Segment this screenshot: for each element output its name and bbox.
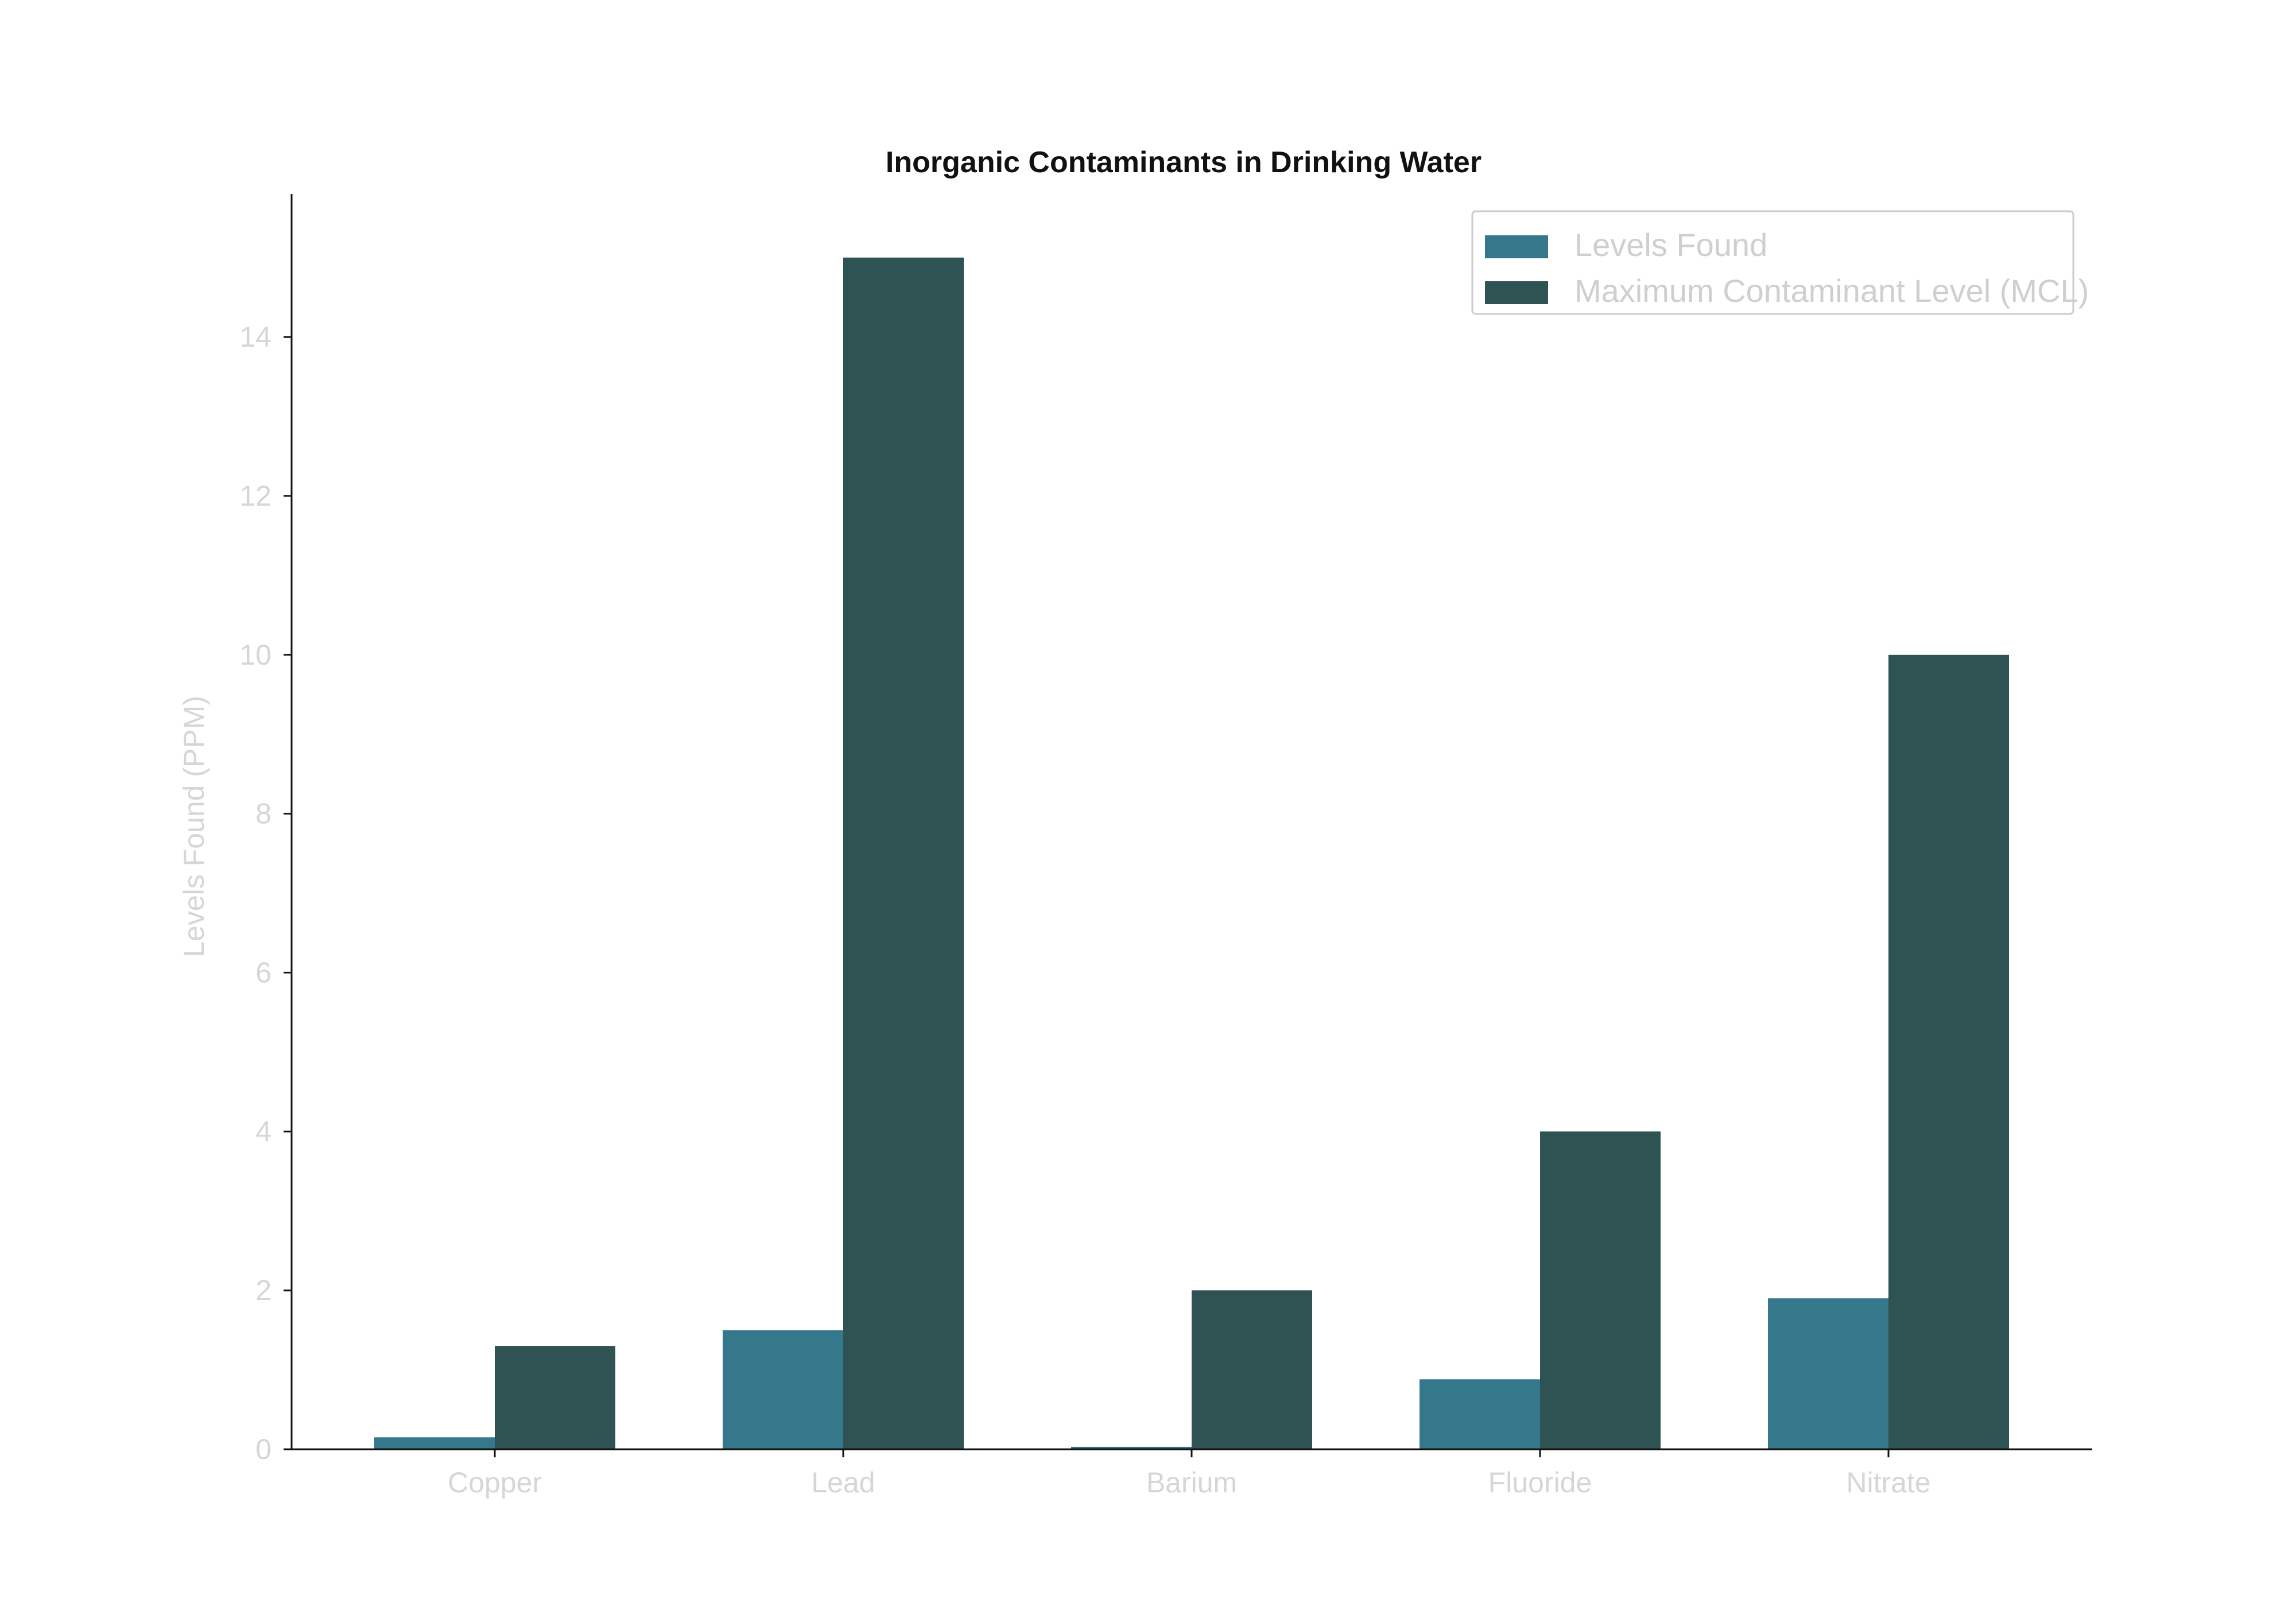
bar-nitrate-levels-found xyxy=(1768,1298,1888,1449)
bar-lead-mcl xyxy=(843,257,964,1450)
x-tick-label: Lead xyxy=(811,1467,875,1499)
bar-barium-levels-found xyxy=(1071,1446,1192,1449)
legend-swatch-mcl xyxy=(1485,281,1548,304)
bar-fluoride-levels-found xyxy=(1420,1379,1540,1449)
y-tick-label: 6 xyxy=(255,956,272,988)
y-tick-label: 12 xyxy=(239,480,272,512)
bars-layer xyxy=(374,257,2009,1450)
bar-copper-mcl xyxy=(495,1346,615,1449)
x-tick-label: Nitrate xyxy=(1846,1467,1930,1499)
chart-title: Inorganic Contaminants in Drinking Water xyxy=(886,146,1481,179)
legend-box xyxy=(1471,210,2074,315)
bar-nitrate-mcl xyxy=(1888,654,2009,1449)
legend-swatch-levels-found xyxy=(1485,235,1548,258)
y-tick-label: 0 xyxy=(255,1433,272,1465)
bar-fluoride-mcl xyxy=(1540,1131,1661,1449)
bar-lead-levels-found xyxy=(723,1330,843,1449)
legend-label-mcl: Maximum Contaminant Level (MCL) xyxy=(1574,273,2089,309)
x-tick-label: Copper xyxy=(448,1467,542,1499)
x-tick-label: Barium xyxy=(1146,1467,1237,1499)
bar-copper-levels-found xyxy=(374,1437,495,1449)
y-tick-label: 14 xyxy=(239,321,272,353)
x-tick-label: Fluoride xyxy=(1488,1467,1592,1499)
y-tick-label: 4 xyxy=(255,1115,272,1147)
y-axis-label: Levels Found (PPM) xyxy=(178,696,210,957)
bar-barium-mcl xyxy=(1192,1290,1312,1449)
axes-layer: Copper Lead Barium Fluoride Nitrate 0 2 4 6 8 10 12… xyxy=(239,194,2092,1499)
y-tick-label: 8 xyxy=(255,798,272,830)
y-tick-label: 10 xyxy=(239,639,272,671)
legend-label-levels-found: Levels Found xyxy=(1574,227,1767,263)
y-tick-label: 2 xyxy=(255,1274,272,1306)
legend: Levels Found Maximum Contaminant Level (M… xyxy=(1471,210,2089,315)
